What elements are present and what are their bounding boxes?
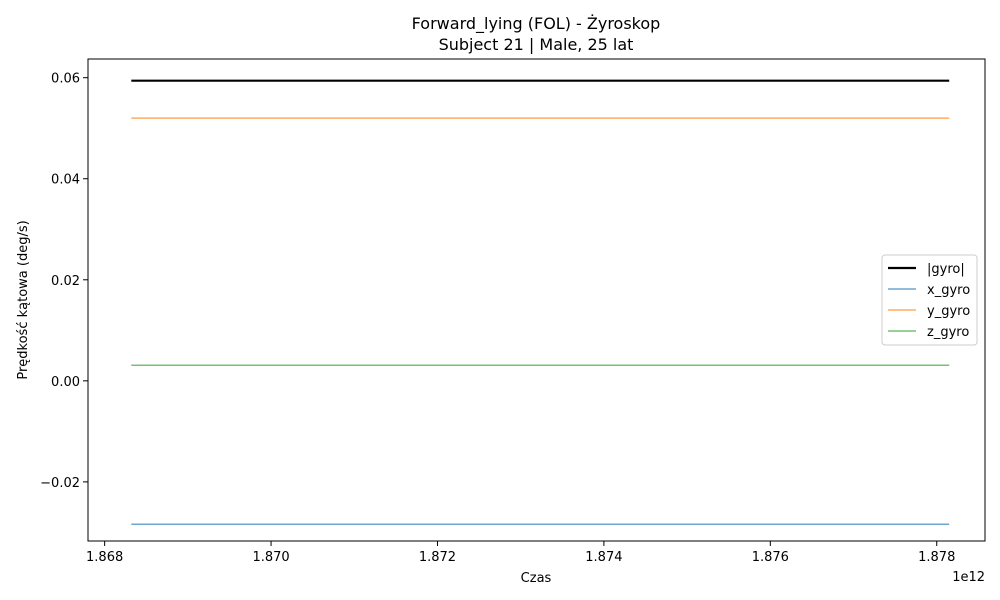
x-tick-label: 1.878 [918, 550, 955, 565]
x-tick-label: 1.868 [86, 550, 123, 565]
plot-area [88, 59, 985, 541]
legend-box [881, 254, 978, 346]
y-tick-label: −0.02 [40, 476, 80, 491]
x-axis-offset-label: 1e12 [952, 570, 985, 585]
x-tick-label: 1.870 [252, 550, 289, 565]
legend-label-gyro: |gyro| [927, 262, 965, 277]
y-tick-label: 0.00 [51, 375, 80, 390]
series-lines [131, 79, 950, 526]
legend-label-y-gyro: y_gyro [927, 304, 970, 319]
x-tick-label: 1.876 [752, 550, 789, 565]
legend-items: |gyro| x_gyro y_gyro z_gyro [888, 262, 970, 340]
y-tick-label: 0.02 [51, 274, 80, 289]
y-axis-ticks: −0.02 0.00 0.02 0.04 0.06 [40, 72, 88, 491]
chart-subtitle: Subject 21 | Male, 25 lat [439, 35, 634, 54]
x-axis-label: Czas [521, 571, 552, 586]
legend: |gyro| x_gyro y_gyro z_gyro [881, 254, 978, 346]
y-tick-label: 0.06 [51, 72, 80, 87]
y-tick-label: 0.04 [51, 173, 80, 188]
legend-label-z-gyro: z_gyro [927, 325, 969, 340]
x-tick-label: 1.874 [585, 550, 622, 565]
legend-label-x-gyro: x_gyro [927, 283, 970, 298]
chart-title: Forward_lying (FOL) - Żyroskop [412, 14, 661, 34]
x-axis-ticks: 1.868 1.870 1.872 1.874 1.876 1.878 [86, 541, 955, 565]
y-axis-label: Prędkość kątowa (deg/s) [16, 220, 31, 379]
x-tick-label: 1.872 [419, 550, 456, 565]
plot-frame [87, 58, 986, 542]
